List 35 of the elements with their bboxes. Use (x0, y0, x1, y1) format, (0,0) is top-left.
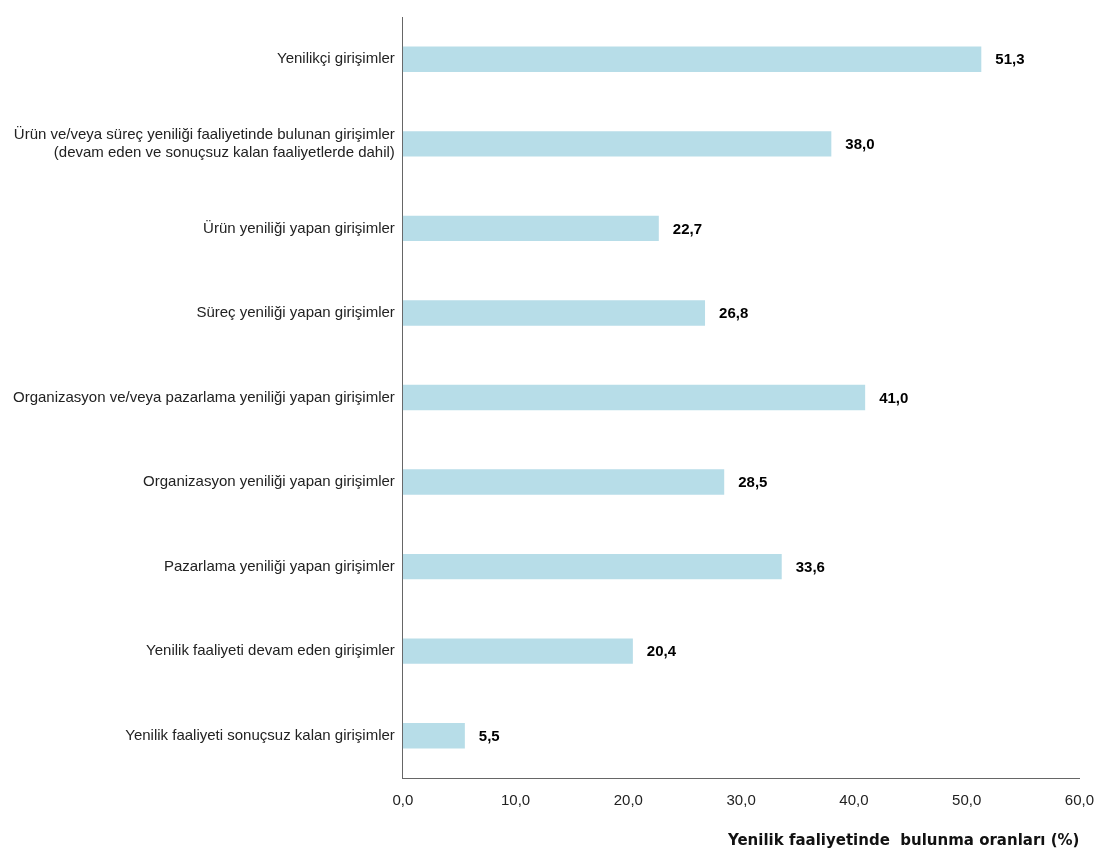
y-tick-label: Yenilik faaliyeti sonuçsuz kalan girişimler (125, 725, 395, 743)
bar (402, 300, 706, 326)
bar (402, 723, 465, 749)
y-tick-label: Organizasyon ve/veya pazarlama yeniliği yapan girişimler (13, 387, 395, 405)
x-tick-label: 30,0 (726, 791, 756, 809)
bar (402, 215, 659, 242)
y-tick-label: Organizasyon yeniliği yapan girişimler (143, 472, 395, 490)
y-tick-label: Yenilik faaliyeti devam eden girişimler (146, 641, 395, 659)
x-axis-title: Yenilik faaliyetinde bulunma oranları (%) (726, 830, 1080, 849)
bar (402, 553, 782, 580)
y-tick-label: Süreç yeniliği yapan girişimler (196, 303, 395, 321)
bar (402, 469, 725, 495)
data-label: 51,3 (995, 50, 1025, 68)
data-label: 20,4 (646, 642, 677, 660)
y-tick-label: Ürün ve/veya süreç yeniliği faaliyetinde bulunan girişimler (devam eden ve sonuçsuz kalan faaliyetlerde dahil) (13, 124, 395, 160)
x-tick-label: 0,0 (392, 791, 414, 809)
x-tick-label: 50,0 (952, 791, 982, 809)
x-tick-label: 60,0 (1064, 791, 1094, 809)
bar (402, 131, 832, 157)
bar (402, 384, 866, 411)
data-label: 22,7 (672, 219, 703, 237)
x-tick-label: 40,0 (839, 791, 869, 809)
data-label: 5,5 (478, 726, 500, 744)
data-label: 28,5 (738, 473, 768, 491)
data-label: 33,6 (795, 557, 825, 575)
y-tick-label: Yenilikçi girişimler (277, 49, 395, 67)
bar (402, 46, 982, 72)
y-tick-label: Ürün yeniliği yapan girişimler (203, 218, 395, 236)
y-tick-label: Pazarlama yeniliği yapan girişimler (163, 556, 395, 574)
x-tick-label: 10,0 (501, 791, 531, 809)
data-label: 38,0 (845, 134, 875, 152)
bar (402, 638, 633, 664)
data-label: 26,8 (719, 304, 749, 322)
x-tick-label: 20,0 (613, 791, 643, 809)
data-label: 41,0 (879, 388, 909, 406)
